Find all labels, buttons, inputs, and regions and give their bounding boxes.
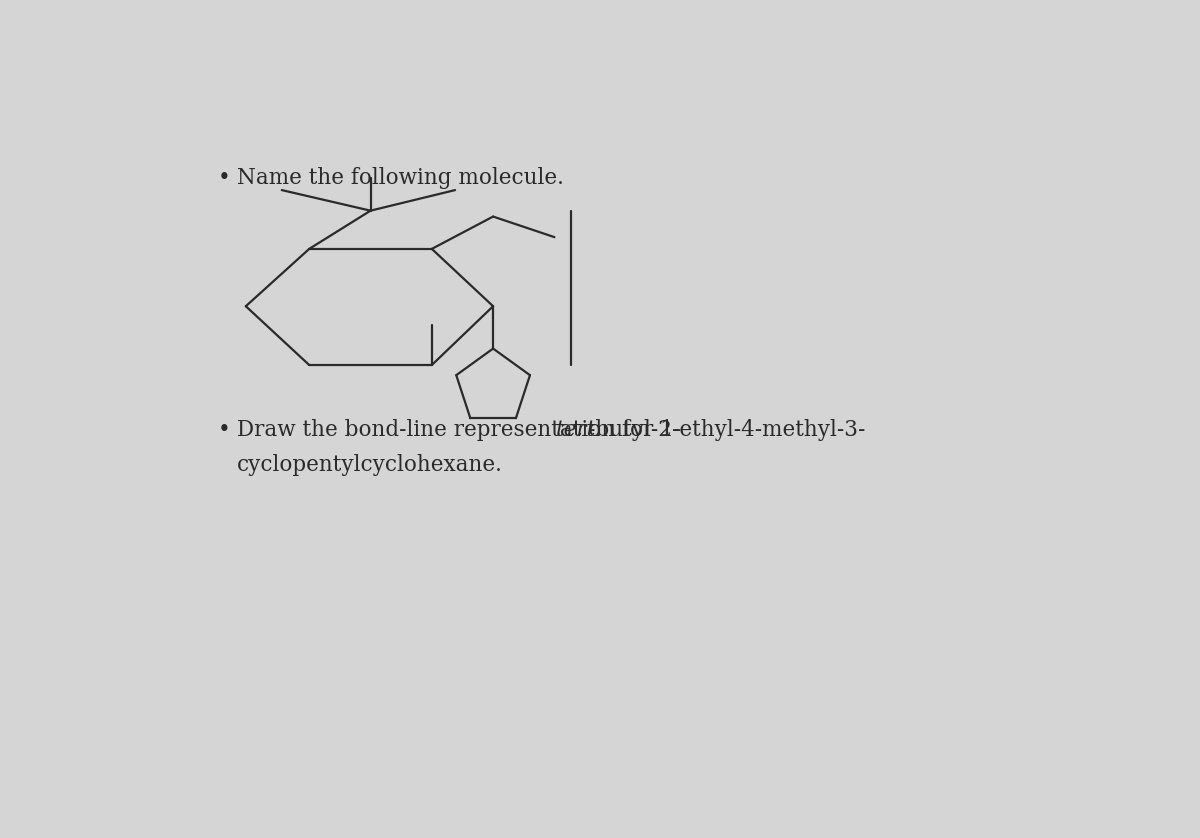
Text: •: • <box>218 167 230 189</box>
Text: Draw the bond-line representation for 1-: Draw the bond-line representation for 1- <box>236 418 680 441</box>
Text: cyclopentylcyclohexane.: cyclopentylcyclohexane. <box>236 454 503 476</box>
Text: tert: tert <box>556 418 596 441</box>
Text: Name the following molecule.: Name the following molecule. <box>236 167 564 189</box>
Text: •: • <box>218 418 230 441</box>
Text: -butyl-2-ethyl-4-methyl-3-: -butyl-2-ethyl-4-methyl-3- <box>588 418 865 441</box>
